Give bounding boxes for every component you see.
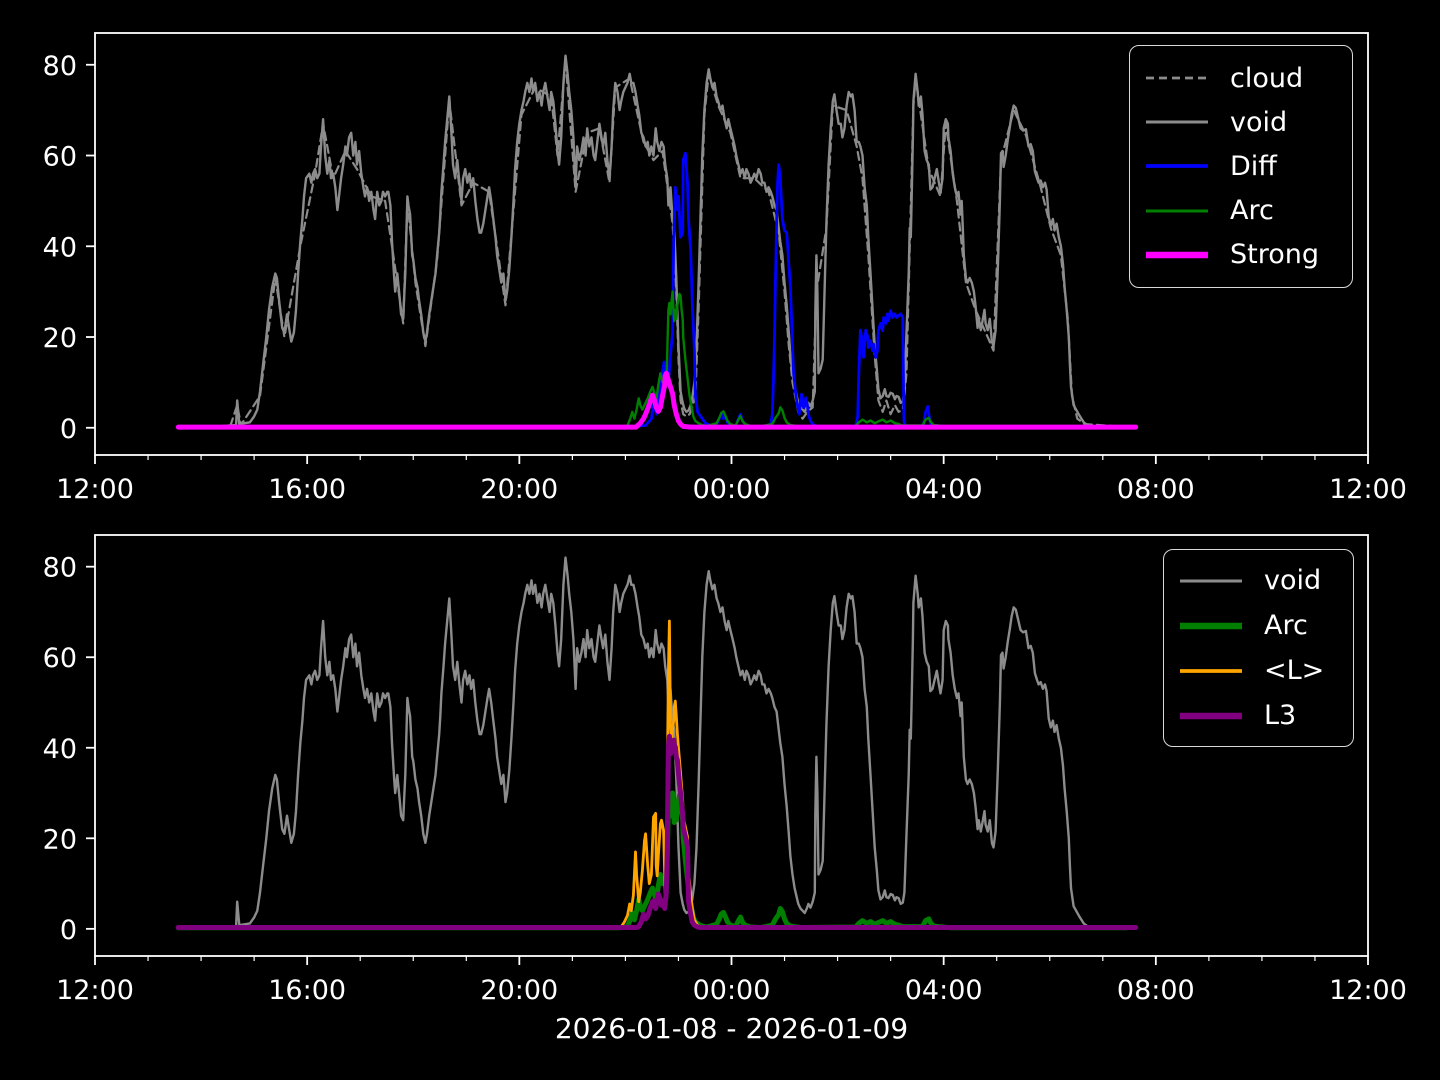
series-line-diff (176, 151, 1129, 429)
y-tick-label: 0 (60, 915, 77, 946)
x-tick-label: 04:00 (905, 474, 983, 505)
y-tick-label: 80 (43, 51, 77, 82)
x-tick-label: 12:00 (1329, 975, 1407, 1006)
legend-line-sample-strong (1146, 251, 1208, 259)
legend-line-sample-l3 (1180, 712, 1242, 719)
x-tick-label: 16:00 (268, 474, 346, 505)
legend-item-l3: L3 (1180, 702, 1353, 729)
legend-line-sample-void (1146, 120, 1208, 124)
y-tick-label: 60 (43, 643, 77, 674)
legend-line-sample-cloud (1146, 76, 1208, 80)
legend-label-strong: Strong (1230, 239, 1320, 271)
x-tick-label: 04:00 (905, 975, 983, 1006)
legend-label-arc: Arc (1230, 195, 1274, 227)
y-tick-label: 20 (43, 824, 77, 855)
x-tick-label: 08:00 (1117, 474, 1195, 505)
x-tick-label: 16:00 (268, 975, 346, 1006)
legend-item-diff: Diff (1146, 153, 1352, 180)
x-tick-label: 20:00 (480, 975, 558, 1006)
series-line-void (177, 54, 1128, 428)
plot-border (94, 32, 1369, 456)
x-tick-label: 12:00 (56, 474, 134, 505)
legend-line-sample-arc (1146, 209, 1208, 213)
legend-label-cloud: cloud (1230, 62, 1304, 94)
legend-item-strong: Strong (1146, 241, 1352, 268)
legend-item-void: void (1180, 567, 1353, 594)
legend-bottom: void Arc <L> L3 (1163, 549, 1354, 747)
y-tick-label: 20 (43, 323, 77, 354)
y-tick-label: 40 (43, 734, 77, 765)
legend-line-sample-void (1180, 578, 1242, 583)
bottom-chart: 12:00 16:00 20:00 00:00 04:00 08:00 12:00 0 20 40… (43, 534, 1407, 1006)
y-tick-label: 80 (43, 553, 77, 584)
y-tick-label: 60 (43, 142, 77, 173)
x-tick-label: 20:00 (480, 474, 558, 505)
y-tick-label: 0 (60, 414, 77, 445)
series-line-l3 (175, 733, 1139, 930)
plot-border (94, 534, 1369, 957)
legend-item-cloud: cloud (1146, 65, 1352, 92)
x-tick-label: 12:00 (1329, 474, 1407, 505)
top-chart: 12:00 16:00 20:00 00:00 04:00 08:00 12:00 0 20 40… (43, 32, 1407, 505)
legend-line-sample-l (1180, 668, 1242, 673)
legend-item-l: <L> (1180, 657, 1353, 684)
legend-label-arc: Arc (1264, 610, 1308, 641)
legend-line-sample-diff (1146, 164, 1208, 169)
series-line-strong (175, 370, 1139, 430)
legend-item-arc: Arc (1146, 197, 1352, 224)
legend-label-diff: Diff (1230, 150, 1277, 182)
x-tick-label: 00:00 (693, 975, 771, 1006)
legend-top: cloud void Diff Arc Strong (1129, 45, 1353, 288)
series-line-cloud (177, 59, 1128, 428)
x-tick-label: 08:00 (1117, 975, 1195, 1006)
legend-label-l3: L3 (1264, 700, 1297, 731)
legend-label-void: void (1264, 565, 1322, 596)
legend-line-sample-arc (1180, 622, 1242, 629)
x-axis-label: 2026-01-08 - 2026-01-09 (554, 1012, 909, 1045)
legend-item-arc: Arc (1180, 612, 1353, 639)
legend-item-void: void (1146, 109, 1352, 136)
x-tick-label: 12:00 (56, 975, 134, 1006)
x-tick-label: 00:00 (693, 474, 771, 505)
legend-label-l: <L> (1264, 655, 1325, 686)
legend-label-void: void (1230, 106, 1288, 138)
y-tick-label: 40 (43, 232, 77, 263)
